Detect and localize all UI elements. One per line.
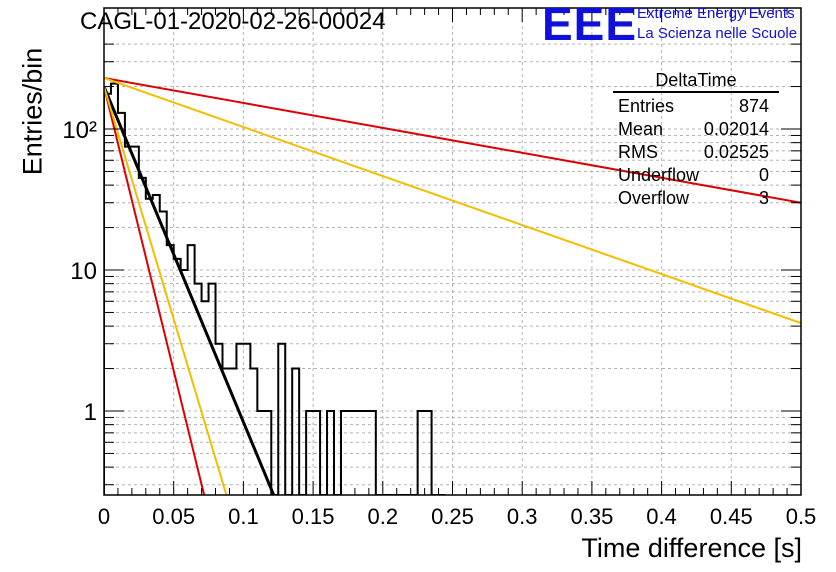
x-tick-label: 0.35 [570, 504, 613, 529]
stats-value: 3 [758, 188, 769, 208]
stats-label: Mean [618, 119, 664, 139]
stats-label: Underflow [618, 165, 700, 185]
stats-row-entries: Entries 874 [613, 95, 781, 118]
grid [104, 8, 801, 495]
stats-row-overflow: Overflow 3 [613, 187, 781, 210]
stats-label: Overflow [618, 188, 690, 208]
x-axis-label: Time difference [s] [581, 533, 802, 563]
x-tick-label: 0.1 [228, 504, 259, 529]
x-tick-label: 0.45 [710, 504, 753, 529]
fit-line-yellow-steep [104, 86, 228, 495]
x-tick-label: 0.25 [431, 504, 474, 529]
x-tick-label: 0.4 [646, 504, 677, 529]
eee-logo: EEE [542, 0, 638, 50]
x-tick-label: 0.15 [292, 504, 335, 529]
x-tick-label: 0 [98, 504, 110, 529]
x-tick-label: 0.3 [507, 504, 538, 529]
x-tick-label: 0.05 [152, 504, 195, 529]
stats-value: 874 [738, 96, 769, 116]
logo-line-1: Extreme Energy Events [637, 5, 795, 22]
stats-value: 0.02525 [703, 142, 769, 162]
logo-line-2: La Scienza nelle Scuole [637, 25, 798, 42]
stats-value: 0 [758, 165, 769, 185]
y-tick-label: 10² [62, 117, 97, 144]
histogram-outline [104, 82, 446, 495]
stats-label: Entries [618, 96, 675, 116]
ticks [103, 8, 802, 495]
fit-line-red-steep [104, 86, 206, 495]
stats-box: DeltaTime Entries 874 Mean 0.02014 RMS 0.02… [613, 70, 781, 210]
y-tick-label: 1 [84, 399, 97, 426]
stats-label: RMS [618, 142, 658, 162]
fit-line-yellow-slow [104, 77, 801, 325]
x-tick-label: 0.2 [368, 504, 399, 529]
y-tick-label: 10 [70, 258, 97, 285]
stats-value: 0.02014 [703, 119, 769, 139]
fit-line-black-fit [104, 85, 276, 495]
stats-row-rms: RMS 0.02525 [613, 141, 781, 164]
fit-line-red-slow [104, 77, 801, 204]
chart-title: CAGL-01-2020-02-26-00024 [80, 8, 386, 35]
stats-title: DeltaTime [613, 70, 779, 93]
y-axis-label: Entries/bin [17, 47, 48, 176]
x-tick-label: 0.5 [786, 504, 817, 529]
stats-row-mean: Mean 0.02014 [613, 118, 781, 141]
stats-row-underflow: Underflow 0 [613, 164, 781, 187]
